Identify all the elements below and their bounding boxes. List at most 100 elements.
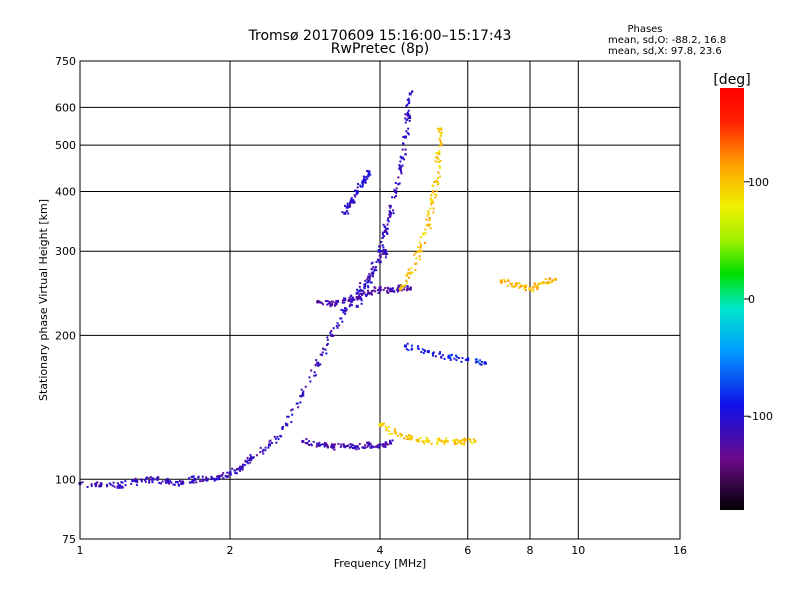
scatter-point <box>400 433 403 436</box>
scatter-point <box>116 485 119 488</box>
scatter-point <box>308 443 311 446</box>
scatter-point <box>341 301 344 304</box>
scatter-point <box>350 444 353 447</box>
scatter-point <box>381 443 384 446</box>
scatter-point <box>439 141 442 144</box>
data-point <box>458 439 462 443</box>
data-point <box>355 296 359 300</box>
scatter-point <box>518 282 521 285</box>
scatter-point <box>385 429 388 432</box>
series-7 <box>378 422 477 446</box>
data-point <box>205 477 209 481</box>
scatter-point <box>379 286 382 289</box>
scatter-point <box>383 226 386 229</box>
scatter-point <box>349 446 352 449</box>
scatter-point <box>441 354 444 357</box>
scatter-point <box>130 482 133 485</box>
scatter-point <box>341 211 344 214</box>
scatter-point <box>437 130 440 133</box>
data-point <box>408 271 412 275</box>
scatter-point <box>453 441 456 444</box>
scatter-point <box>393 290 396 293</box>
scatter-point <box>98 485 101 488</box>
scatter-point <box>368 291 371 294</box>
scatter-point <box>262 452 265 455</box>
data-point <box>389 211 393 215</box>
scatter-point <box>468 438 471 441</box>
scatter-point <box>434 156 437 159</box>
scatter-point <box>332 443 335 446</box>
scatter-point <box>521 284 524 287</box>
scatter-point <box>362 289 365 292</box>
scatter-point <box>349 198 352 201</box>
data-point <box>343 309 347 313</box>
scatter-point <box>389 204 392 207</box>
scatter-point <box>358 297 361 300</box>
scatter-point <box>522 285 525 288</box>
scatter-point <box>397 176 400 179</box>
scatter-point <box>214 477 217 480</box>
scatter-point <box>350 297 353 300</box>
scatter-point <box>334 301 337 304</box>
scatter-point <box>425 436 428 439</box>
scatter-point <box>181 481 184 484</box>
scatter-point <box>432 211 435 214</box>
scatter-point <box>269 439 272 442</box>
scatter-point <box>399 160 402 163</box>
scatter-point <box>277 438 280 441</box>
data-point <box>367 279 371 283</box>
y-tick-label: 750 <box>55 55 76 68</box>
scatter-point <box>346 206 349 209</box>
scatter-point <box>503 278 506 281</box>
scatter-point <box>148 477 151 480</box>
scatter-point <box>364 279 367 282</box>
data-point <box>426 350 430 354</box>
scatter-point <box>217 475 220 478</box>
scatter-point <box>438 167 441 170</box>
scatter-point <box>469 438 472 441</box>
scatter-point <box>197 476 200 479</box>
stats-line-x: mean, sd,X: 97.8, 23.6 <box>608 46 722 57</box>
scatter-point <box>457 357 460 360</box>
scatter-point <box>319 444 322 447</box>
scatter-point <box>366 281 369 284</box>
scatter-point <box>368 172 371 175</box>
scatter-point <box>255 454 258 457</box>
scatter-point <box>532 288 535 291</box>
scatter-point <box>386 252 389 255</box>
scatter-point <box>397 289 400 292</box>
scatter-point <box>340 308 343 311</box>
scatter-point <box>280 435 283 438</box>
data-point <box>316 361 320 365</box>
scatter-point <box>435 193 438 196</box>
scatter-point <box>408 99 411 102</box>
scatter-point <box>94 485 97 488</box>
scatter-point <box>403 288 406 291</box>
scatter-point <box>314 364 317 367</box>
scatter-point <box>438 149 441 152</box>
scatter-point <box>134 477 137 480</box>
scatter-point <box>156 476 159 479</box>
scatter-point <box>439 159 442 162</box>
scatter-point <box>418 241 421 244</box>
scatter-point <box>370 268 373 271</box>
scatter-point <box>378 245 381 248</box>
scatter-point <box>328 302 331 305</box>
scatter-point <box>386 289 389 292</box>
scatter-point <box>461 443 464 446</box>
x-axis-ticks: 1 2 4 6 8 10 16 <box>77 544 688 557</box>
scatter-point <box>415 257 418 260</box>
scatter-point <box>541 281 544 284</box>
scatter-point <box>439 175 442 178</box>
scatter-point <box>275 441 278 444</box>
scatter-point <box>463 441 466 444</box>
scatter-point <box>523 287 526 290</box>
scatter-point <box>449 354 452 357</box>
grid-lines <box>80 61 680 539</box>
scatter-point <box>424 241 427 244</box>
scatter-point <box>386 233 389 236</box>
scatter-point <box>241 463 244 466</box>
scatter-point <box>367 292 370 295</box>
scatter-point <box>332 327 335 330</box>
scatter-point <box>400 287 403 290</box>
